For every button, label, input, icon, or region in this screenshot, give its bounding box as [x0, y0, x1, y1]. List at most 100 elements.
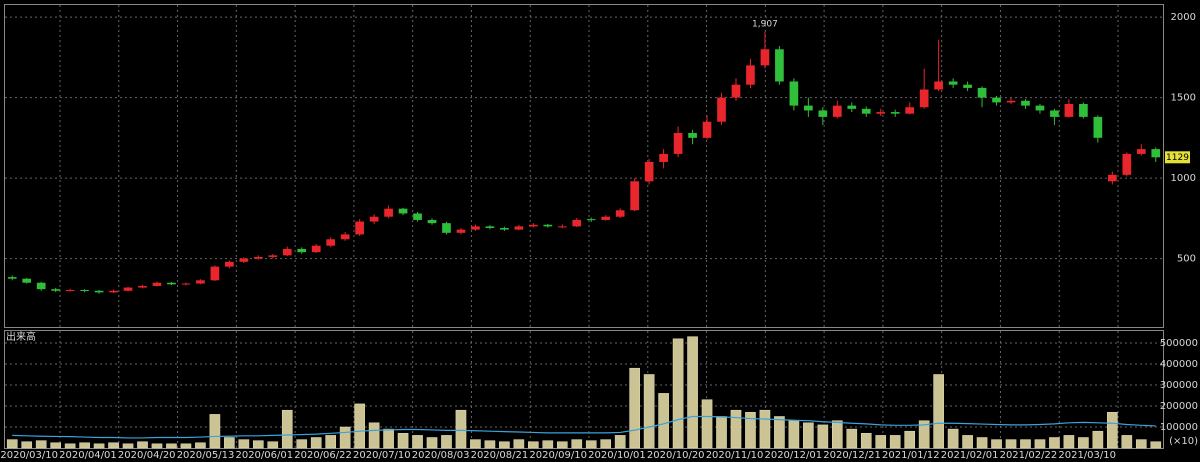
- volume-bar: [484, 440, 496, 449]
- candle-body: [977, 87, 987, 98]
- candle-body: [1151, 149, 1161, 158]
- candle-body: [355, 221, 364, 235]
- volume-bar: [50, 442, 61, 449]
- volume-bar: [1135, 439, 1147, 449]
- last-price-box: [1165, 151, 1190, 164]
- candle-body: [586, 219, 596, 221]
- volume-bar: [368, 422, 380, 449]
- x-tick-label: 2021/03/10: [1058, 450, 1116, 461]
- volume-bar: [339, 426, 351, 449]
- volume-bar: [788, 420, 800, 449]
- y-tick-label: 400000: [1160, 359, 1198, 370]
- volume-bar: [252, 440, 264, 449]
- volume-bar: [976, 437, 988, 449]
- x-tick-label: 2020/08/03: [412, 450, 470, 461]
- candle-body: [775, 49, 784, 82]
- volume-bar: [962, 435, 973, 449]
- volume-bar: [281, 409, 293, 449]
- candle-body: [601, 216, 611, 220]
- volume-unit: (×10): [1169, 436, 1198, 447]
- candle-body: [905, 107, 915, 114]
- candle-body: [963, 84, 972, 88]
- candle-body: [36, 282, 46, 290]
- volume-bar: [1005, 439, 1017, 449]
- volume-bar: [658, 393, 669, 449]
- candle-body: [746, 65, 755, 85]
- volume-bar: [1049, 437, 1060, 449]
- volume-bar: [224, 437, 235, 449]
- candle-body: [297, 248, 307, 253]
- y-tick-label: 100000: [1160, 422, 1198, 433]
- candle-body: [152, 282, 162, 286]
- volume-bar: [180, 443, 192, 449]
- volume-bar: [643, 374, 655, 449]
- candle-body: [109, 290, 118, 293]
- x-tick-label: 2020/06/01: [235, 450, 293, 461]
- volume-bar: [875, 435, 887, 449]
- candle-body: [340, 234, 350, 240]
- y-tick-label: 500000: [1160, 338, 1198, 349]
- x-tick-label: 2020/10/01: [588, 450, 646, 461]
- y-tick-label: 200000: [1160, 401, 1198, 412]
- candle-body: [688, 132, 697, 138]
- candle-body: [1093, 116, 1103, 138]
- candle-body: [528, 224, 538, 227]
- candle-body: [1050, 110, 1059, 117]
- volume-bar: [354, 403, 365, 449]
- volume-bar: [6, 439, 18, 449]
- candle-body: [804, 105, 813, 111]
- candle-body: [253, 256, 263, 259]
- peak-label: 1,907: [752, 20, 778, 30]
- candle-body: [760, 49, 770, 66]
- candle-body: [861, 108, 871, 114]
- x-tick-label: 2020/05/13: [177, 450, 235, 461]
- volume-bar: [1121, 435, 1133, 449]
- volume-bar: [687, 336, 698, 449]
- volume-bar: [918, 420, 930, 449]
- candle-body: [572, 219, 582, 227]
- candle-body: [1136, 149, 1146, 154]
- volume-bar: [151, 443, 163, 449]
- volume-bar: [831, 420, 843, 449]
- volume-bar: [325, 435, 337, 449]
- candle-body: [1021, 100, 1030, 106]
- candle-body: [65, 289, 75, 291]
- volume-bar: [730, 409, 742, 449]
- volume-bar: [889, 435, 901, 449]
- y-tick-label: 300000: [1160, 380, 1198, 391]
- volume-bar: [528, 441, 539, 449]
- volume-bar: [64, 443, 76, 449]
- volume-bar: [1092, 430, 1104, 449]
- volume-bar: [629, 367, 640, 449]
- volume-bar: [1034, 439, 1046, 449]
- candle-body: [659, 153, 668, 162]
- volume-bar: [79, 442, 90, 449]
- y-tick-label: 1500: [1171, 93, 1196, 104]
- x-tick-label: 2020/10/20: [647, 450, 705, 461]
- volume-bar: [1063, 435, 1075, 449]
- volume-bar: [209, 414, 221, 449]
- candle-body: [1006, 100, 1016, 103]
- volume-bar: [195, 442, 206, 449]
- volume-bar: [397, 433, 409, 449]
- candle-body: [326, 239, 336, 246]
- volume-bar: [166, 443, 177, 449]
- candle-body: [702, 121, 712, 138]
- last-price-label: 1129: [1166, 153, 1189, 163]
- y-tick-label: 2000: [1171, 12, 1196, 23]
- candle-body: [789, 81, 799, 106]
- volume-bar: [455, 409, 467, 449]
- y-tick-label: 500: [1177, 254, 1196, 265]
- volume-bar: [716, 416, 727, 449]
- volume-bar: [556, 441, 568, 449]
- candle-body: [818, 110, 828, 117]
- x-tick-label: 2021/01/12: [882, 450, 940, 461]
- volume-bar: [122, 443, 134, 449]
- x-tick-label: 2020/11/10: [706, 450, 764, 461]
- volume-bar: [759, 409, 771, 449]
- candle-body: [181, 283, 191, 285]
- candle-body: [717, 97, 726, 122]
- volume-bar: [817, 424, 829, 449]
- x-tick-label: 2020/06/22: [294, 450, 352, 461]
- candle-body: [500, 227, 509, 230]
